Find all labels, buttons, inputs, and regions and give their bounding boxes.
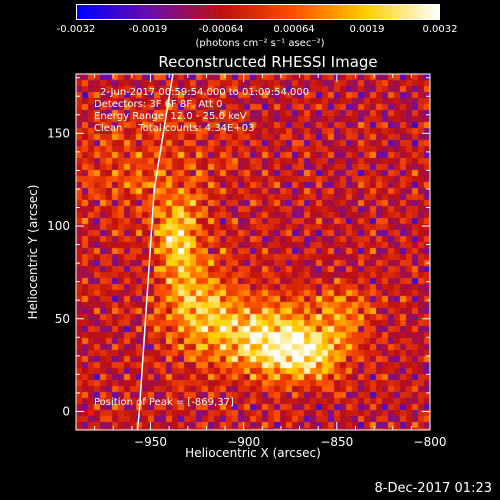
heatmap-image [76,74,430,430]
colorbar-tick-label: -0.00064 [198,24,244,35]
x-axis-label: Heliocentric X (arcsec) [185,446,321,460]
x-tick-label: −900 [227,435,260,449]
plot-frame [75,73,431,431]
solar-limb-line [136,73,174,431]
footer-timestamp: 8-Dec-2017 01:23 [374,481,493,496]
clean-counts-annotation: Clean Total counts: 4.34E+03 [94,123,255,134]
colorbar-tick-label: 0.0019 [349,24,385,35]
heatmap-container [76,74,430,430]
colorbar [76,4,440,20]
colorbar-unit-label: (photons cm⁻² s⁻¹ asec⁻²) [195,38,325,49]
y-tick-label: 100 [47,219,70,233]
y-axis-label: Heliocentric Y (arcsec) [26,185,40,320]
y-axis: 0 50 100 150 [47,77,430,431]
colorbar-tick-label: 0.00064 [273,24,315,35]
detectors-annotation: Detectors: 3F 6F 8F, Att 0 [94,99,223,110]
y-tick-label: 0 [62,404,70,418]
x-tick-label: −950 [134,435,167,449]
y-tick-label: 150 [47,126,70,140]
energy-range-annotation: Energy Range: 12.0 - 25.0 keV [94,111,247,122]
chart-title: Reconstructed RHESSI Image [158,53,378,71]
colorbar-gradient [77,5,439,19]
peak-position-annotation: Position of Peak = [-869,37] [94,397,234,408]
colorbar-tick-label: -0.0032 [56,24,96,35]
x-tick-label: −800 [414,435,447,449]
x-tick-label: −850 [320,435,353,449]
colorbar-tick-label: -0.0019 [128,24,168,35]
colorbar-tick-label: 0.0032 [422,24,458,35]
x-axis: −950 −900 −850 −800 [75,74,447,449]
time-range-annotation: 2-Jun-2017 00:59:54.000 to 01:09:54.000 [100,87,310,98]
y-tick-label: 50 [55,312,70,326]
